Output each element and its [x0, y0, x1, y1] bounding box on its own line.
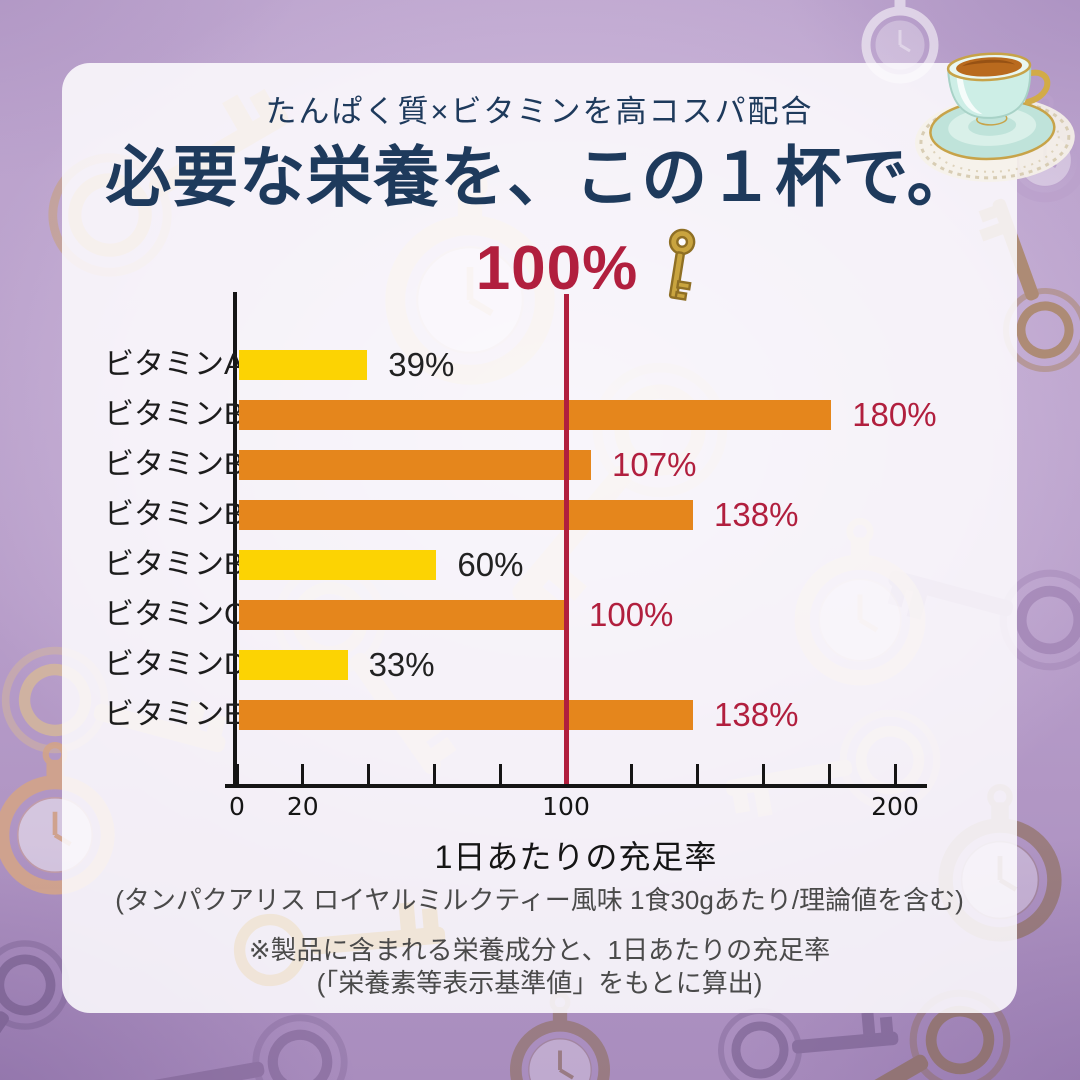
page-title: 必要な栄養を、この１杯で。 — [105, 142, 974, 215]
reference-line-100 — [563, 294, 569, 784]
x-tick-120 — [630, 764, 634, 784]
bar — [239, 700, 694, 730]
bar-value-label: 39% — [388, 346, 455, 383]
footnote-note-line1: ※製品に含まれる栄養成分と、1日あたりの充足率 — [248, 935, 831, 965]
category-label: ビタミンB2 — [104, 449, 255, 481]
category-label: ビタミンA — [104, 349, 244, 381]
x-tick-180 — [827, 764, 831, 784]
content-card — [62, 63, 1017, 1013]
x-tick-140 — [696, 764, 700, 784]
highlight-value: 100% — [475, 233, 639, 303]
category-label-text: ビタミンB — [104, 448, 245, 481]
x-tick-label-20: 20 — [286, 792, 319, 821]
x-tick-label-200: 200 — [871, 792, 919, 821]
footnote-note-line2: (「栄養素等表示基準値」をもとに算出) — [316, 968, 763, 998]
bar — [239, 550, 437, 580]
gold-key-icon — [669, 228, 696, 301]
highlight-100-percent: 100% — [430, 226, 750, 310]
x-tick-80 — [498, 764, 502, 784]
x-tick-label-0: 0 — [229, 792, 245, 821]
category-label-text: ビタミンC — [104, 598, 246, 631]
bar — [239, 400, 832, 430]
category-label-text: ビタミンB — [104, 498, 245, 531]
x-tick-160 — [761, 764, 765, 784]
x-tick-20 — [301, 764, 305, 784]
bar-value-label: 138% — [714, 696, 799, 733]
y-axis — [233, 292, 237, 786]
bar-value-label: 107% — [612, 446, 697, 483]
category-label: ビタミンE — [104, 699, 244, 731]
category-label-text: ビタミンA — [104, 348, 245, 381]
x-axis — [225, 784, 927, 788]
category-label: ビタミンC — [104, 599, 246, 631]
category-label-text: ビタミンB — [104, 398, 245, 431]
x-tick-label-100: 100 — [542, 792, 590, 821]
bar-value-label: 100% — [589, 596, 674, 633]
category-label: ビタミンD — [104, 649, 246, 681]
bar-value-label: 60% — [457, 546, 524, 583]
bar — [239, 450, 592, 480]
category-label-text: ビタミンE — [104, 698, 245, 731]
key-watermark — [233, 902, 446, 987]
x-tick-0 — [235, 764, 239, 784]
bar — [239, 350, 368, 380]
x-tick-200 — [893, 764, 897, 784]
x-tick-40 — [367, 764, 371, 784]
bar-value-label: 138% — [714, 496, 799, 533]
bar-value-label: 33% — [368, 646, 435, 683]
subtitle: たんぱく質×ビタミンを高コスパ配合 — [265, 94, 814, 129]
footnote-source: (タンパクアリス ロイヤルミルクティー風味 1食30gあたり/理論値を含む) — [115, 885, 964, 915]
bar-value-label: 180% — [852, 396, 937, 433]
x-axis-label: 1日あたりの充足率 — [434, 839, 718, 875]
bar — [239, 650, 348, 680]
teacup-illustration — [914, 52, 1075, 182]
bar — [239, 600, 568, 630]
x-tick-60 — [432, 764, 436, 784]
category-label-text: ビタミンD — [104, 648, 246, 681]
bar — [239, 500, 694, 530]
category-label-text: ビタミンB — [104, 548, 245, 581]
